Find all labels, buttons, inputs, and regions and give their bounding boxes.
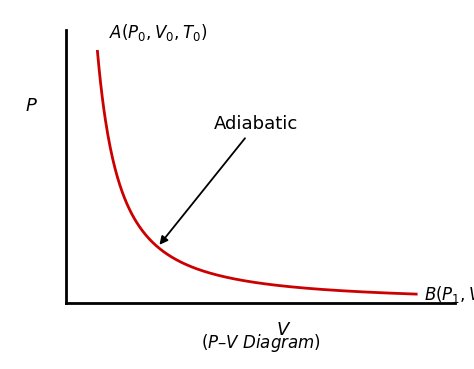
Text: $B(P_1, V_1, T_1)$: $B(P_1, V_1, T_1)$ xyxy=(424,284,474,304)
Text: $V$: $V$ xyxy=(276,321,292,339)
Text: $A(P_0, V_0, T_0)$: $A(P_0, V_0, T_0)$ xyxy=(109,22,207,43)
Text: $(P$–$V$ Diagram$)$: $(P$–$V$ Diagram$)$ xyxy=(201,332,321,354)
Text: Adiabatic: Adiabatic xyxy=(161,115,298,243)
Text: $P$: $P$ xyxy=(25,97,38,115)
